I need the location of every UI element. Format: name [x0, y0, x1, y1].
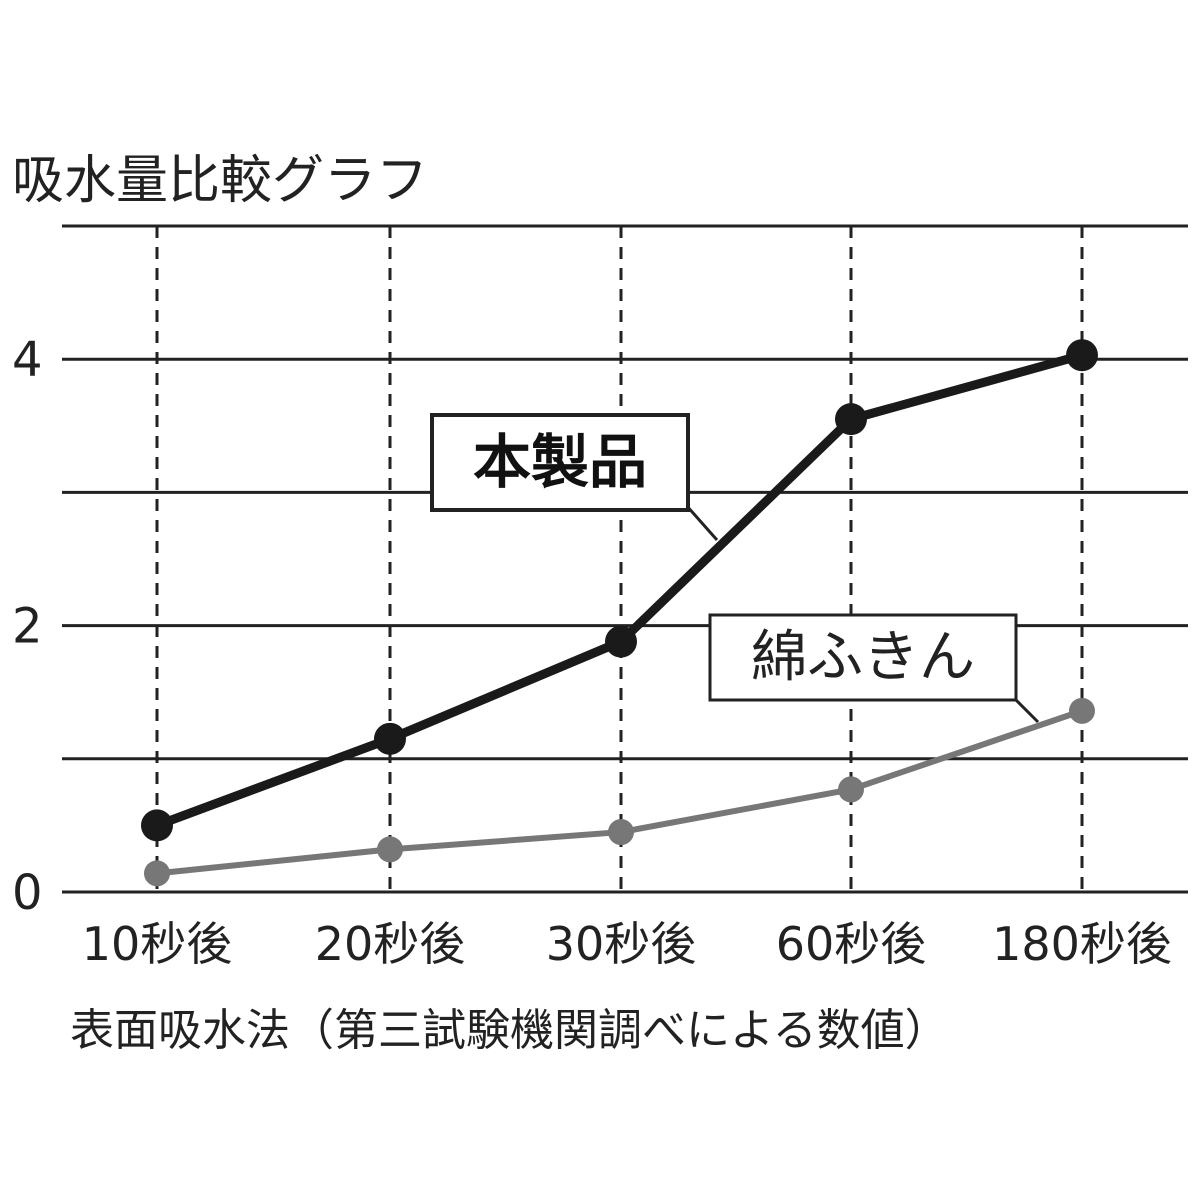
category-dashed-lines — [155, 226, 1084, 892]
data-point — [838, 776, 864, 803]
x-tick-label: 20秒後 — [315, 917, 466, 971]
series-label-1: 綿ふきん — [751, 625, 975, 690]
data-point — [374, 722, 406, 755]
x-tick-label: 30秒後 — [546, 917, 697, 971]
data-point — [835, 403, 867, 436]
x-tick-label: 60秒後 — [776, 917, 927, 971]
label-box-0 — [430, 413, 690, 512]
data-point — [1069, 697, 1095, 724]
y-tick-label: 2 — [12, 599, 43, 655]
data-point — [1066, 339, 1098, 372]
y-tick-label: 4 — [12, 332, 43, 388]
data-point — [605, 625, 637, 658]
series-label-0: 本製品 — [473, 428, 647, 496]
y-tick-label: 0 — [12, 865, 43, 921]
y-axis-ticks: 0 2 4 — [12, 332, 43, 921]
data-point — [377, 836, 403, 863]
label-leader-1 — [1012, 696, 1040, 724]
gridlines — [62, 224, 1188, 894]
x-axis-ticks: 10秒後 20秒後 30秒後 60秒後 180秒後 — [82, 917, 1172, 971]
data-point — [608, 819, 634, 846]
series-lines — [141, 339, 1098, 887]
data-point — [144, 860, 170, 887]
label-leader-0 — [684, 504, 719, 541]
x-tick-label: 10秒後 — [82, 917, 233, 971]
data-point — [141, 809, 173, 842]
label-box-1 — [708, 613, 1018, 702]
x-tick-label: 180秒後 — [992, 917, 1172, 971]
x-axis-label: 表面吸水法（第三試験機関調べによる数値） — [70, 1005, 949, 1056]
chart-title: 吸水量比較グラフ — [12, 151, 428, 211]
